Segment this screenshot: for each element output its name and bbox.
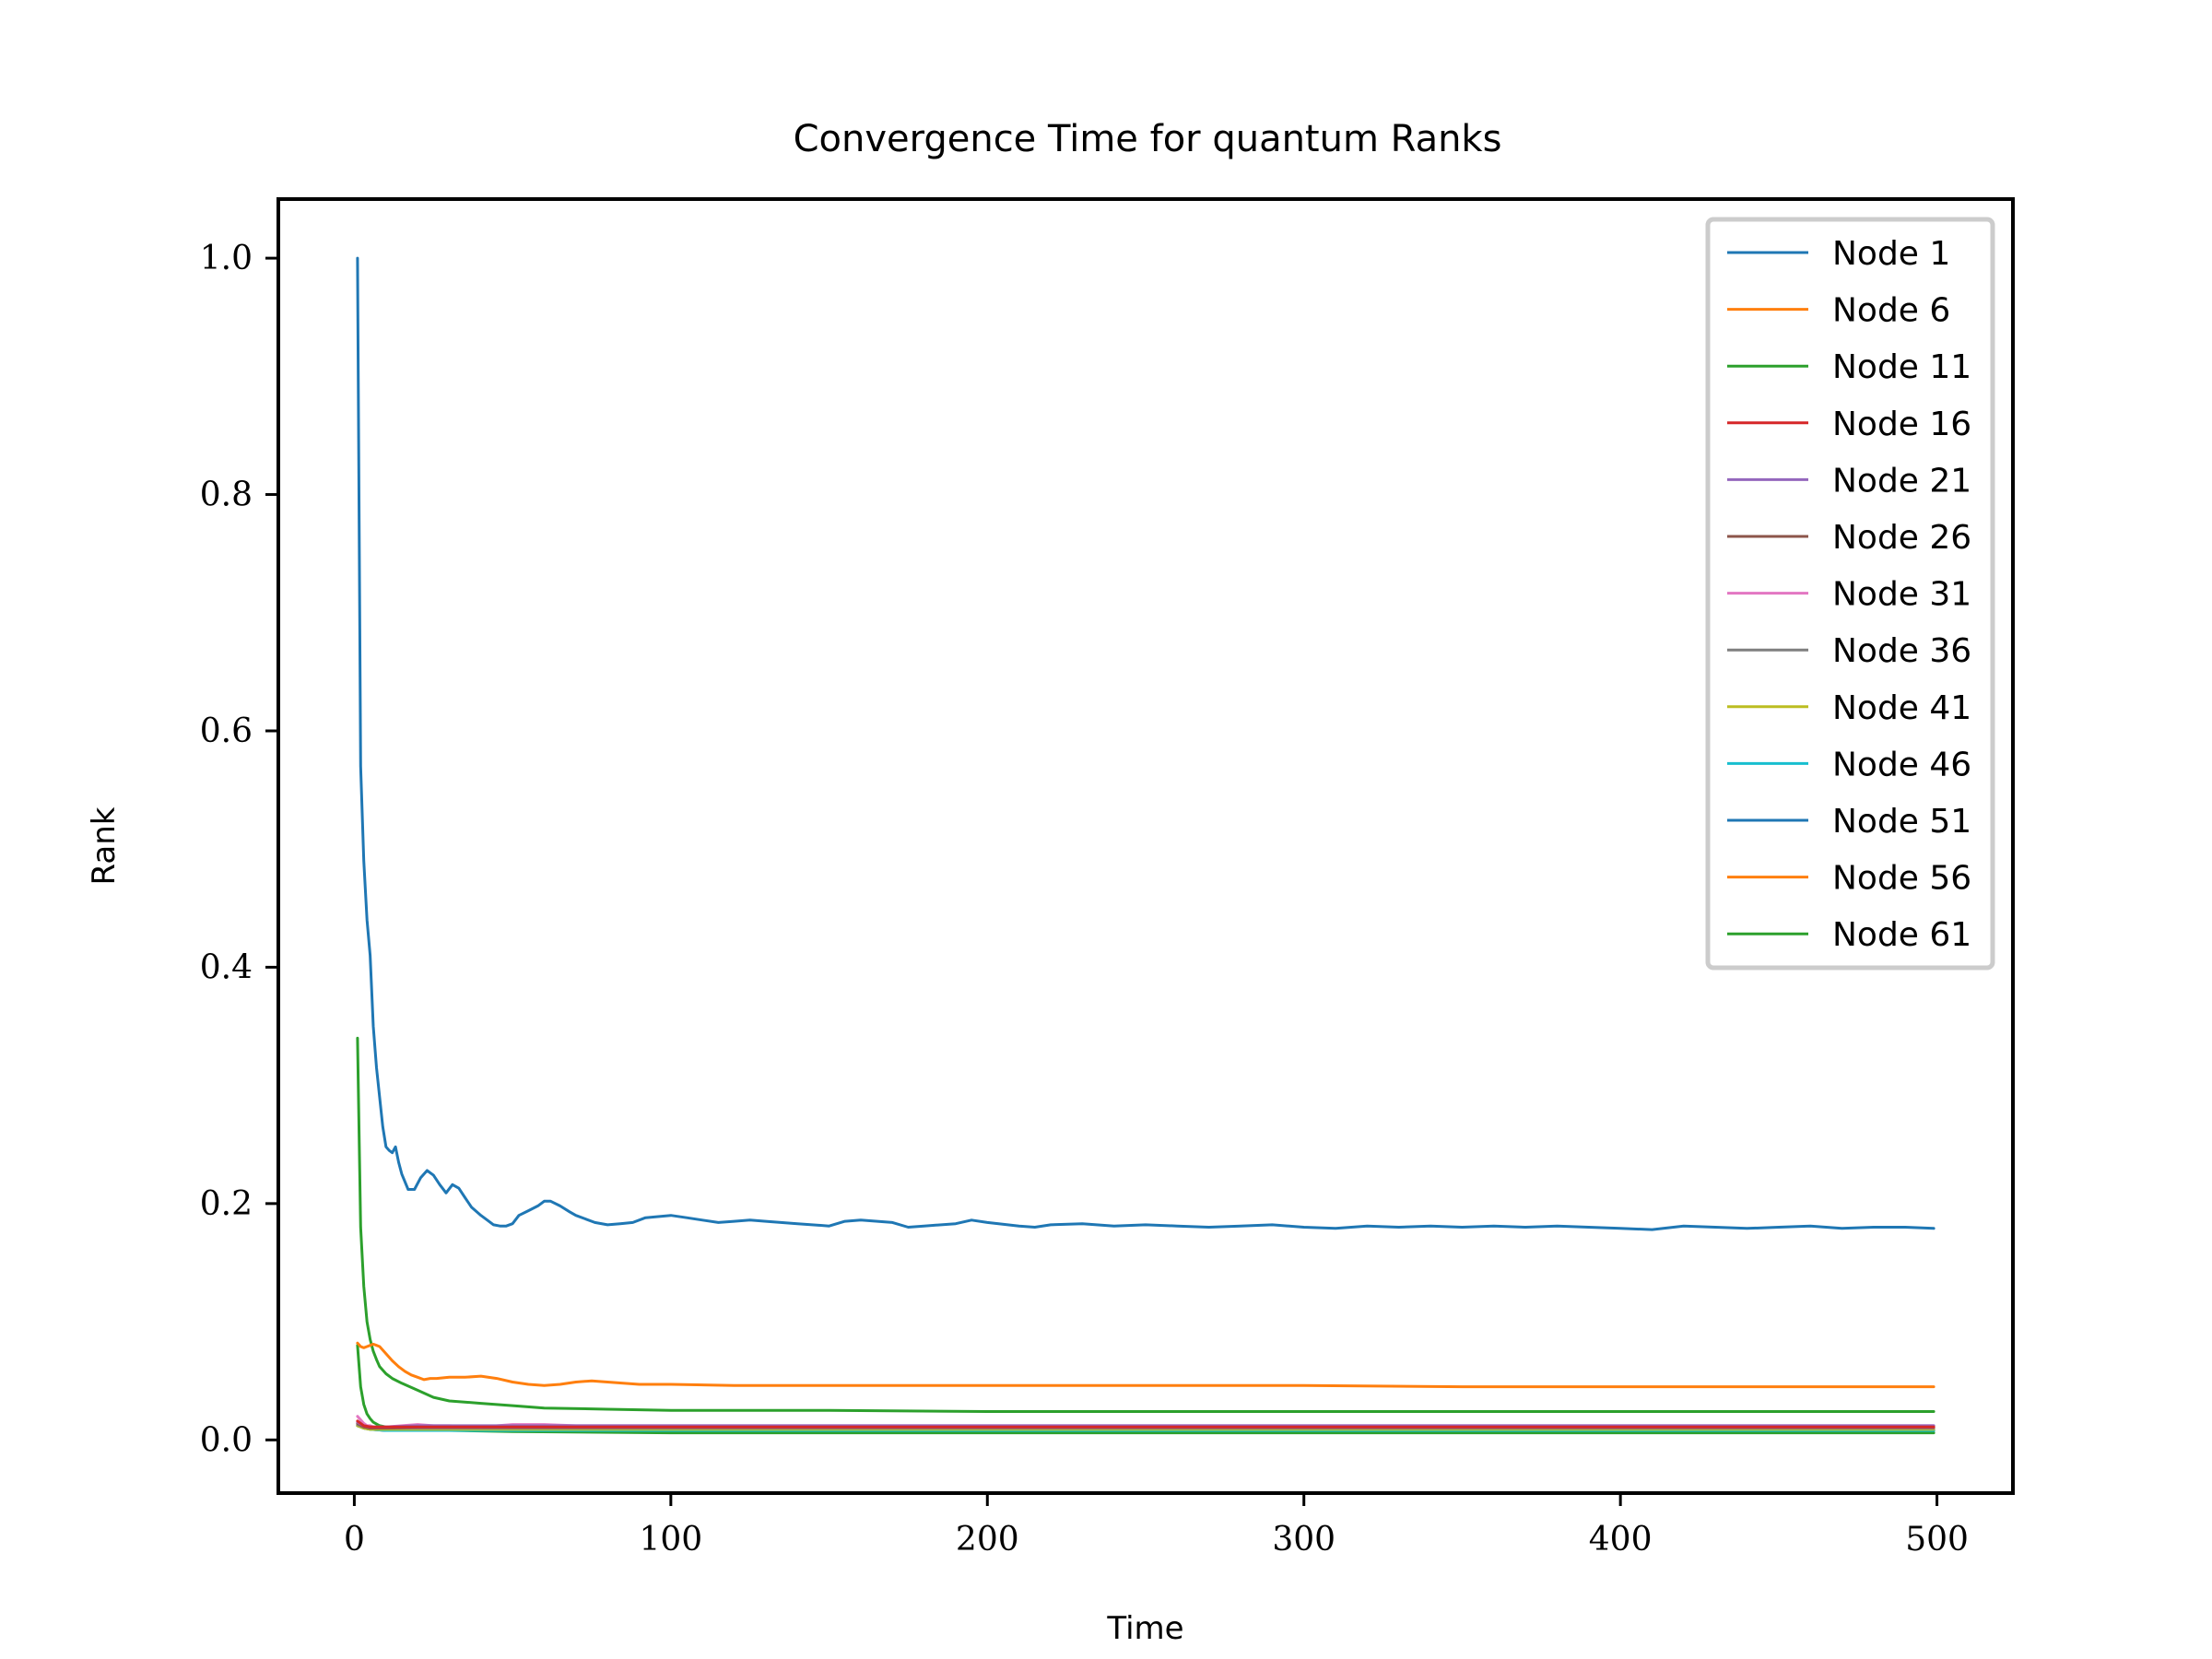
legend-label: Node 16 <box>1832 406 1971 443</box>
legend-label: Node 26 <box>1832 519 1971 557</box>
legend-box <box>1705 217 1995 971</box>
y-tick-label: 0.2 <box>200 1185 253 1223</box>
y-axis-label: Rank <box>86 806 123 885</box>
x-tick-label: 300 <box>1272 1521 1335 1559</box>
legend-label: Node 46 <box>1832 746 1971 783</box>
y-tick-label: 0.6 <box>200 712 253 750</box>
y-tick-label: 0.8 <box>200 477 253 514</box>
legend-label: Node 1 <box>1832 235 1950 273</box>
chart-title: Convergence Time for quantum Ranks <box>794 118 1502 160</box>
legend-label: Node 6 <box>1832 292 1950 330</box>
legend-label: Node 21 <box>1832 462 1971 500</box>
plot-frame <box>276 197 2015 1495</box>
y-tick-label: 0.0 <box>200 1421 253 1459</box>
legend-label: Node 11 <box>1832 348 1971 386</box>
series-line-node-11 <box>356 1036 1936 1413</box>
legend-label: Node 36 <box>1832 632 1971 670</box>
legend-label: Node 51 <box>1832 803 1971 841</box>
legend-label: Node 56 <box>1832 860 1971 898</box>
x-tick-label: 400 <box>1589 1521 1653 1559</box>
series-line-node-6 <box>356 1341 1936 1389</box>
x-tick-label: 200 <box>956 1521 1019 1559</box>
x-axis: 0 100 200 300 400 500 <box>344 1493 1969 1559</box>
y-tick-label: 0.4 <box>200 948 253 986</box>
x-axis-label: Time <box>1106 1610 1183 1647</box>
y-axis: 0.0 0.2 0.4 0.6 0.8 1.0 <box>200 240 278 1459</box>
x-tick-label: 0 <box>344 1521 365 1559</box>
series-line-node-16 <box>356 1419 1936 1429</box>
series-layer <box>356 256 1936 1435</box>
x-tick-label: 500 <box>1905 1521 1969 1559</box>
legend-label: Node 41 <box>1832 689 1971 727</box>
x-tick-label: 100 <box>639 1521 702 1559</box>
y-tick-label: 1.0 <box>200 240 253 277</box>
legend: Node 1 Node 6 Node 11 Node 16 Node 21 Node 26… <box>1705 217 1995 971</box>
legend-label: Node 61 <box>1832 916 1971 954</box>
legend-label: Node 31 <box>1832 576 1971 614</box>
series-line-node-1 <box>356 256 1936 1231</box>
